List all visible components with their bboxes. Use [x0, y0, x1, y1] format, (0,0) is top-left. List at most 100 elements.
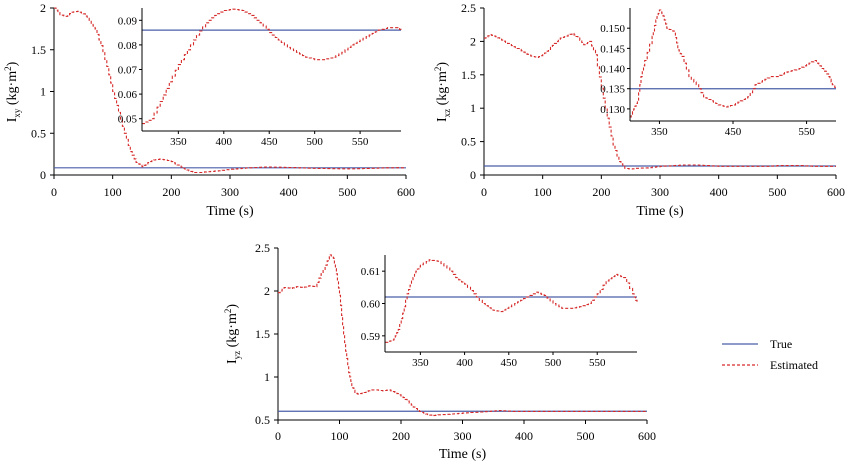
legend-estimated-label: Estimated: [770, 358, 818, 372]
estimated-line: [54, 7, 406, 174]
y-label-sub: yz: [232, 351, 242, 360]
y-tick-label: 0.5: [255, 413, 270, 427]
inset-x-tick-label: 400: [216, 136, 233, 148]
y-tick-label: 1: [40, 85, 46, 99]
y-label-close: ): [5, 61, 20, 66]
inset-y-tick-label: 0.135: [600, 84, 625, 96]
x-tick-label: 0: [275, 429, 281, 443]
y-label-close: ): [225, 304, 240, 309]
x-axis-label: Time (s): [439, 447, 487, 462]
y-tick-label: 1.5: [255, 327, 270, 341]
y-label-sup: 2: [3, 66, 13, 71]
y-tick-label: 1.5: [31, 43, 46, 57]
x-tick-label: 400: [710, 185, 728, 199]
inset-y-tick-label: 0.59: [361, 331, 381, 343]
x-tick-label: 500: [577, 429, 595, 443]
x-tick-label: 0: [51, 185, 57, 199]
inset-y-tick-label: 0.61: [361, 266, 380, 278]
x-axis-label: Time (s): [206, 204, 254, 219]
y-label-close: ): [435, 62, 450, 67]
chart-ixy: 0 100 200 300 400 500 600 0 0.5 1 1.5 2 Time (s) Ixy …: [3, 1, 415, 219]
inset-estimated-line: [385, 259, 638, 343]
x-tick-label: 100: [534, 185, 552, 199]
y-tick-label: 2: [40, 1, 46, 15]
x-tick-label: 600: [397, 185, 415, 199]
x-tick-label: 500: [338, 185, 356, 199]
x-tick-label: 300: [454, 429, 472, 443]
inset-x-tick-label: 550: [589, 357, 606, 369]
inset-background: [142, 8, 401, 131]
inset-x-tick-label: 550: [798, 126, 815, 138]
x-axis-label: Time (s): [636, 204, 684, 219]
y-label-unit: (kg·m: [435, 71, 450, 109]
x-tick-label: 200: [592, 185, 610, 199]
inset-x-tick-label: 350: [170, 136, 187, 148]
y-tick-label: 0.5: [31, 126, 46, 140]
inset-x-tick-label: 550: [352, 136, 369, 148]
chart-iyz: 0 100 200 300 400 500 600 0.5 1 1.5 2 2.5 Time (s) Iy…: [223, 241, 656, 462]
y-tick-label: 1.5: [461, 68, 476, 82]
y-label-main: I: [5, 117, 20, 122]
inset-y-tick-label: 0.140: [600, 64, 625, 76]
inset-x-tick-label: 500: [545, 357, 562, 369]
y-label-sub: xy: [12, 108, 22, 118]
x-tick-label: 500: [768, 185, 786, 199]
y-label-sub: xz: [442, 109, 452, 118]
y-label-unit: (kg·m: [225, 313, 240, 351]
x-tick-label: 200: [392, 429, 410, 443]
x-tick-label: 400: [280, 185, 298, 199]
inset-background: [385, 255, 637, 352]
inset-ixz: 350 450 550 0.130 0.135 0.140 0.145 0.150: [600, 8, 837, 138]
inset-background: [630, 8, 836, 121]
inset-x-tick-label: 350: [412, 357, 429, 369]
y-tick-label: 0: [470, 168, 476, 182]
y-tick-label: 2.5: [255, 241, 270, 255]
y-tick-label: 0.5: [461, 135, 476, 149]
chart-ixz: 0 100 200 300 400 500 600 0 0.5 1 1.5 2 2.5 Time (s) I…: [433, 1, 845, 219]
legend-true-label: True: [770, 337, 792, 351]
x-tick-label: 600: [827, 185, 845, 199]
x-tick-label: 600: [638, 429, 656, 443]
y-label-unit: (kg·m: [5, 71, 20, 109]
y-tick-label: 2.5: [461, 1, 476, 15]
inset-y-tick-label: 0.150: [600, 23, 625, 35]
x-tick-label: 200: [162, 185, 180, 199]
y-axis-label: Ixz (kg·m2): [433, 62, 452, 122]
inset-x-tick-label: 450: [501, 357, 518, 369]
inset-estimated-line: [142, 8, 402, 125]
inset-y-tick-label: 0.06: [118, 89, 138, 101]
inset-y-tick-label: 0.05: [118, 114, 138, 126]
inset-iyz: 350 400 450 500 550 0.59 0.60 0.61: [361, 255, 638, 369]
inset-x-tick-label: 450: [261, 136, 278, 148]
estimated-line: [278, 254, 647, 417]
inset-y-tick-label: 0.09: [118, 15, 138, 27]
y-label-sup: 2: [433, 67, 443, 72]
y-axis-label: Iyz (kg·m2): [223, 304, 242, 364]
y-label-sup: 2: [223, 309, 233, 314]
x-tick-label: 0: [481, 185, 487, 199]
legend: True Estimated: [722, 337, 818, 372]
inset-estimated-line: [630, 9, 837, 118]
x-tick-label: 100: [331, 429, 349, 443]
inset-y-tick-label: 0.145: [600, 43, 625, 55]
x-tick-label: 400: [515, 429, 533, 443]
inset-x-tick-label: 400: [456, 357, 473, 369]
y-label-main: I: [225, 359, 240, 364]
inset-x-tick-label: 450: [725, 126, 742, 138]
inset-ixy: 350 400 450 500 550 0.05 0.06 0.07 0.08 0.09: [118, 8, 402, 148]
x-tick-label: 300: [651, 185, 669, 199]
x-tick-label: 100: [104, 185, 122, 199]
y-tick-label: 1: [264, 370, 270, 384]
inset-x-tick-label: 500: [306, 136, 323, 148]
y-label-main: I: [435, 117, 450, 122]
inset-y-tick-label: 0.60: [361, 299, 381, 311]
estimated-line: [484, 32, 836, 170]
inset-y-tick-label: 0.07: [118, 65, 138, 77]
y-tick-label: 2: [470, 34, 476, 48]
y-axis-label: Ixy (kg·m2): [3, 61, 22, 122]
inset-x-tick-label: 350: [651, 126, 668, 138]
y-tick-label: 1: [470, 101, 476, 115]
x-tick-label: 300: [221, 185, 239, 199]
inset-y-tick-label: 0.08: [118, 40, 138, 52]
